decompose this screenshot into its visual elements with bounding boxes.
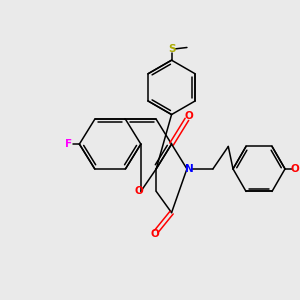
Text: O: O [184,111,193,121]
Text: F: F [65,139,73,149]
Text: O: O [150,230,159,239]
Text: O: O [135,186,144,197]
Text: N: N [184,164,194,174]
Text: O: O [290,164,299,174]
Text: S: S [168,44,175,54]
